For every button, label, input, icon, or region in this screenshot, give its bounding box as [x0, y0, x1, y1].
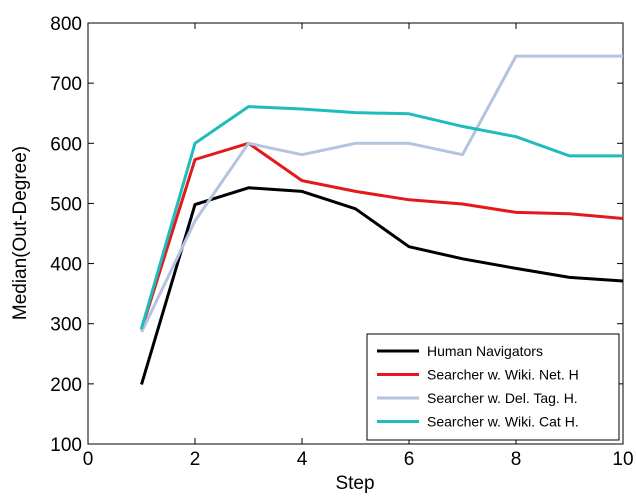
x-tick-label: 4: [297, 449, 308, 470]
x-axis-title: Step: [335, 473, 374, 494]
y-tick-label: 700: [50, 74, 82, 95]
x-tick-label: 0: [83, 449, 94, 470]
legend: Human Navigators Searcher w. Wiki. Net. H…: [366, 333, 620, 441]
y-tick-label: 300: [50, 315, 82, 336]
y-tick-label: 600: [50, 134, 82, 155]
y-tick-label: 200: [50, 375, 82, 396]
y-tick-label: 800: [50, 14, 82, 35]
y-axis-ticks: 100 200 300 400 500 600 700 800: [50, 14, 623, 456]
y-tick-label: 100: [50, 435, 82, 456]
x-tick-label: 10: [612, 449, 633, 470]
legend-label: Searcher w. Wiki. Net. H: [427, 367, 579, 383]
legend-label: Searcher w. Wiki. Cat H.: [427, 414, 579, 430]
y-axis-title: Median(Out-Degree): [10, 146, 31, 320]
x-axis-ticks: 0 2 4 6 8 10: [83, 23, 634, 470]
x-tick-label: 2: [190, 449, 201, 470]
legend-label: Human Navigators: [427, 343, 543, 359]
series-line-2: [140, 141, 624, 331]
y-tick-label: 400: [50, 255, 82, 276]
series-line-3: [140, 54, 623, 333]
x-tick-label: 8: [511, 449, 522, 470]
series-lines: [140, 54, 624, 385]
series-line-1: [140, 186, 624, 385]
y-tick-label: 500: [50, 194, 82, 215]
legend-label: Searcher w. Del. Tag. H.: [427, 390, 578, 406]
x-tick-label: 6: [404, 449, 415, 470]
series-line-4: [140, 105, 623, 329]
